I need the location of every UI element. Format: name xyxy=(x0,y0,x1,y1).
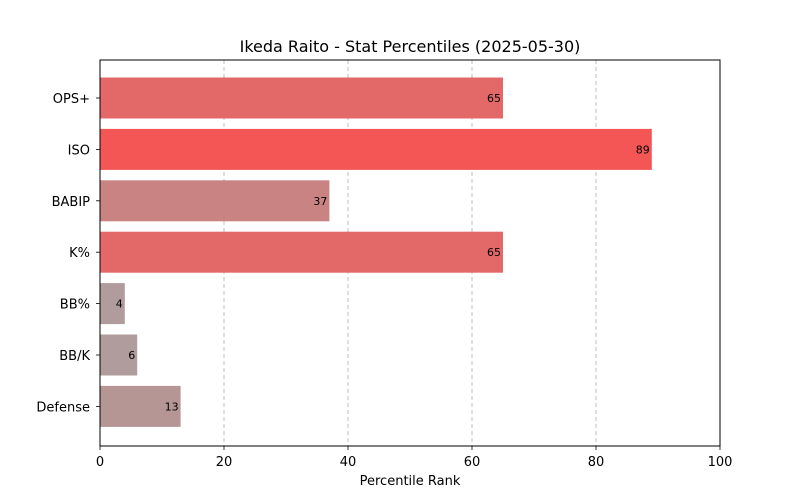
chart-title: Ikeda Raito - Stat Percentiles (2025-05-… xyxy=(240,37,581,56)
y-tick-label: BB% xyxy=(60,298,90,313)
x-tick-label: 80 xyxy=(588,455,605,470)
bar-bb- xyxy=(100,283,125,325)
bar-bb-k xyxy=(100,334,138,376)
x-axis-label: Percentile Rank xyxy=(360,474,461,489)
bar-value-label: 89 xyxy=(636,143,650,156)
bar-value-label: 6 xyxy=(128,349,135,362)
bar-ops- xyxy=(100,77,503,119)
bar-value-label: 65 xyxy=(487,92,501,105)
plot-frame xyxy=(99,59,721,447)
y-tick-label: OPS+ xyxy=(53,92,90,107)
y-tick-label: BB/K xyxy=(59,349,90,364)
bar-k- xyxy=(100,231,503,273)
x-tick-label: 60 xyxy=(464,455,481,470)
y-tick-label: K% xyxy=(69,246,90,261)
bar-value-label: 65 xyxy=(487,246,501,259)
y-tick-label: BABIP xyxy=(52,195,91,210)
x-tick-label: 20 xyxy=(216,455,233,470)
bar-babip xyxy=(100,180,330,222)
x-tick-label: 40 xyxy=(340,455,357,470)
x-tick-label: 0 xyxy=(96,455,104,470)
bar-value-label: 4 xyxy=(116,298,123,311)
bar-value-label: 37 xyxy=(313,195,327,208)
y-tick-labels: OPS+ ISO BABIP K% BB% BB/K Defense xyxy=(36,92,100,415)
x-tick-label: 100 xyxy=(708,455,733,470)
bars: 65 89 37 65 4 6 13 xyxy=(100,77,652,427)
bar-value-label: 13 xyxy=(165,400,179,413)
y-tick-label: Defense xyxy=(36,400,90,415)
bar-iso xyxy=(100,128,652,170)
bar-defense xyxy=(100,385,181,427)
y-tick-label: ISO xyxy=(68,143,90,158)
x-tick-labels: 0 20 40 60 80 100 xyxy=(96,446,733,470)
